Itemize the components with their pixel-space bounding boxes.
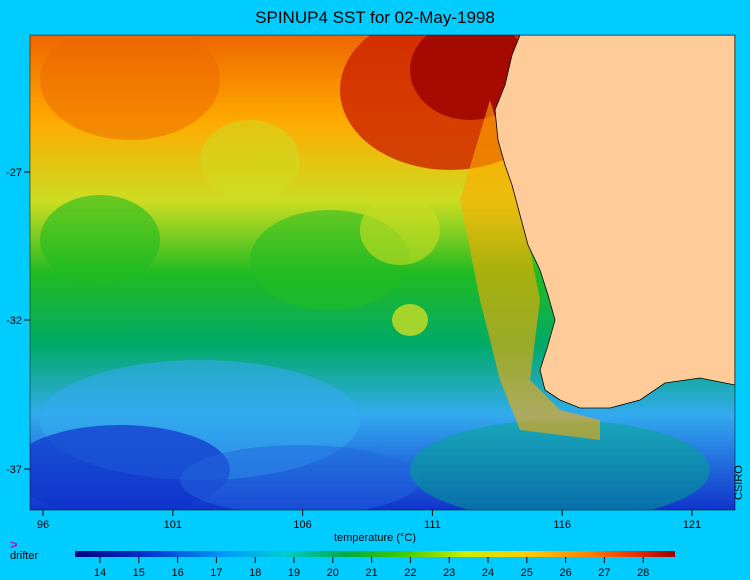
colorbar-tick-label: 20 (327, 567, 339, 579)
sst-field (30, 35, 735, 510)
map-title: SPINUP4 SST for 02-May-1998 (255, 8, 495, 27)
colorbar-ticks: 14 15 16 17 18 19 20 21 22 23 24 25 26 27 28 (94, 557, 649, 579)
x-tick-label: 111 (424, 519, 441, 531)
x-tick-label: 121 (683, 519, 701, 531)
x-tick-label: 106 (293, 519, 311, 531)
colorbar-tick-label: 23 (443, 567, 455, 579)
colorbar-tick-label: 18 (249, 567, 261, 579)
colorbar-tick-label: 25 (521, 567, 533, 579)
colorbar-tick-label: 24 (482, 567, 494, 579)
land-australia (494, 35, 735, 409)
drifter-marker-icon: > (10, 537, 18, 552)
colorbar-label: temperature (°C) (333, 532, 417, 544)
colorbar-tick-label: 14 (94, 567, 106, 579)
drifter-legend: > drifter (10, 537, 39, 562)
drifter-label: drifter (10, 550, 39, 562)
colorbar-tick-label: 17 (210, 567, 222, 579)
credit-label: CSIRO (733, 465, 745, 500)
colorbar-tick-label: 27 (598, 567, 610, 579)
colorbar-tick-label: 16 (171, 567, 183, 579)
y-axis-ticks: -27 -32 -37 (6, 167, 30, 476)
y-tick-label: -37 (6, 464, 22, 476)
y-tick-label: -27 (6, 167, 22, 179)
colorbar-tick-label: 19 (288, 567, 300, 579)
colorbar-tick-label: 15 (133, 567, 145, 579)
colorbar-tick-label: 22 (404, 567, 416, 579)
x-tick-label: 96 (37, 519, 49, 531)
x-tick-label: 116 (553, 519, 571, 531)
y-tick-label: -32 (6, 315, 22, 327)
x-axis-ticks: 96 101 106 111 116 121 (37, 510, 701, 531)
colorbar (75, 551, 675, 557)
colorbar-tick-label: 21 (365, 567, 377, 579)
colorbar-tick-label: 28 (637, 567, 649, 579)
colorbar-tick-label: 26 (559, 567, 571, 579)
x-tick-label: 101 (164, 519, 182, 531)
